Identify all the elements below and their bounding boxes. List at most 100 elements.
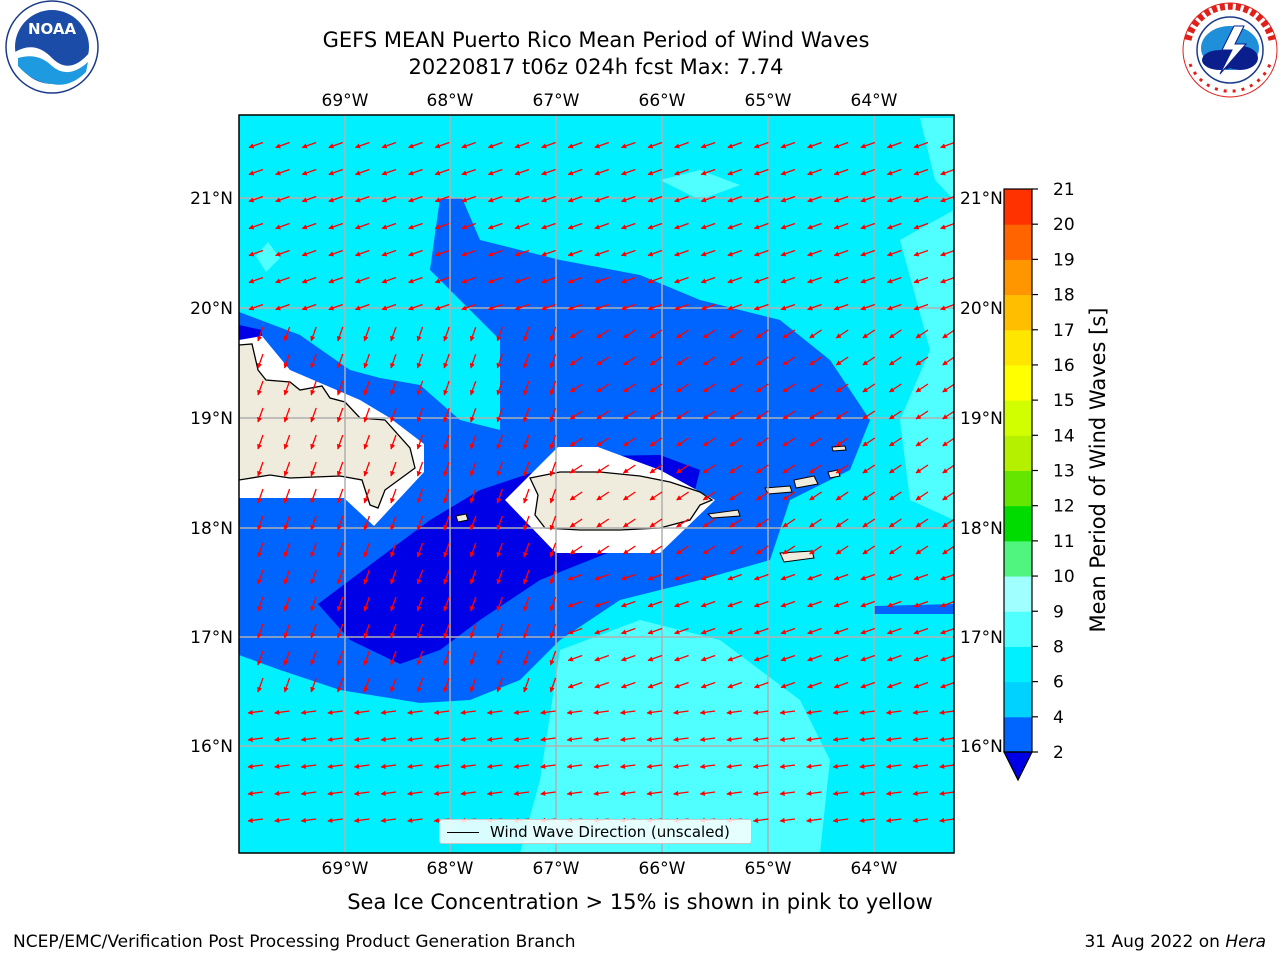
direction-arrow [888,329,902,339]
direction-arrow [310,542,317,558]
direction-arrow [461,168,477,176]
direction-arrow [283,353,291,369]
lon-label-top: 64°W [851,91,898,111]
direction-arrow [888,464,902,474]
direction-arrow [594,573,610,581]
direction-arrow [622,410,636,420]
direction-arrow [363,515,371,531]
direction-arrow [514,141,530,149]
direction-arrow [886,222,902,230]
direction-arrow [380,709,397,715]
direction-arrow [416,623,424,639]
direction-arrow [274,736,290,742]
direction-arrow [275,222,290,230]
colorbar-tick-label: 10 [1053,567,1075,587]
direction-arrow [283,488,291,504]
direction-arrow [753,249,769,257]
direction-arrow [940,304,954,311]
direction-arrow [780,195,796,203]
direction-arrow [702,437,716,447]
direction-arrow [729,464,743,474]
direction-arrow [523,623,530,639]
direction-arrow [596,383,610,393]
legend-line-sample [447,832,479,833]
direction-arrow [942,437,954,447]
direction-arrow [860,600,876,608]
direction-arrow [283,434,291,450]
direction-arrow [833,303,849,311]
direction-arrow [487,249,503,257]
direction-arrow [523,569,530,585]
direction-arrow [275,276,290,284]
lon-label-bottom: 69°W [322,859,369,879]
direction-arrow [833,600,849,608]
direction-arrow [567,627,583,635]
direction-arrow [407,790,423,796]
direction-arrow [434,141,450,149]
direction-arrow [912,736,929,742]
direction-arrow [567,654,583,662]
direction-arrow [915,410,929,420]
direction-arrow [886,600,902,608]
direction-arrow [443,434,450,450]
direction-arrow [940,601,954,608]
colorbar-segment [1004,294,1032,331]
direction-arrow [729,437,743,447]
direction-arrow [390,434,397,450]
direction-arrow [390,326,397,342]
direction-arrow [726,763,742,769]
st-croix-island [779,550,815,563]
direction-arrow [619,736,636,742]
direction-arrow [835,437,849,447]
direction-arrow [674,600,689,608]
direction-arrow [649,383,663,393]
direction-arrow [860,573,876,581]
footer-date-text: 31 Aug 2022 on [1084,932,1226,952]
direction-arrow [336,596,344,612]
colorbar-tick-label: 21 [1053,180,1075,200]
direction-arrow [620,600,636,608]
direction-arrow [647,141,663,149]
direction-arrow [596,410,610,420]
direction-arrow [699,763,716,769]
direction-arrow [886,168,902,176]
direction-arrow [274,763,290,769]
colorbar-tick-label: 19 [1053,250,1075,270]
direction-arrow [353,790,370,796]
direction-arrow [913,195,929,203]
direction-arrow [593,790,609,796]
direction-arrow [567,600,583,608]
direction-arrow [807,600,822,608]
direction-arrow [860,276,876,284]
direction-arrow [523,542,530,558]
direction-arrow [888,356,902,366]
direction-arrow [487,303,503,311]
direction-arrow [726,709,742,715]
direction-arrow [619,709,636,715]
direction-arrow [780,303,796,311]
direction-arrow [390,488,397,504]
direction-arrow [567,195,583,203]
direction-arrow [809,545,822,555]
direction-arrow [353,736,370,742]
direction-arrow [549,488,557,504]
direction-arrow [380,817,397,823]
direction-arrow [514,303,530,311]
direction-arrow [283,542,291,558]
direction-arrow [647,168,663,176]
direction-arrow [674,141,689,149]
direction-arrow [354,222,370,230]
direction-arrow [274,817,290,823]
direction-arrow [416,461,424,477]
direction-arrow [859,709,875,715]
direction-arrow [407,736,423,742]
direction-arrow [942,329,954,339]
direction-arrow [594,195,610,203]
direction-arrow [567,681,583,689]
lat-label-left: 16°N [190,737,233,757]
direction-arrow [443,515,450,531]
direction-arrow [940,196,954,203]
direction-arrow [942,464,954,474]
direction-arrow [407,817,423,823]
direction-arrow [434,195,450,203]
